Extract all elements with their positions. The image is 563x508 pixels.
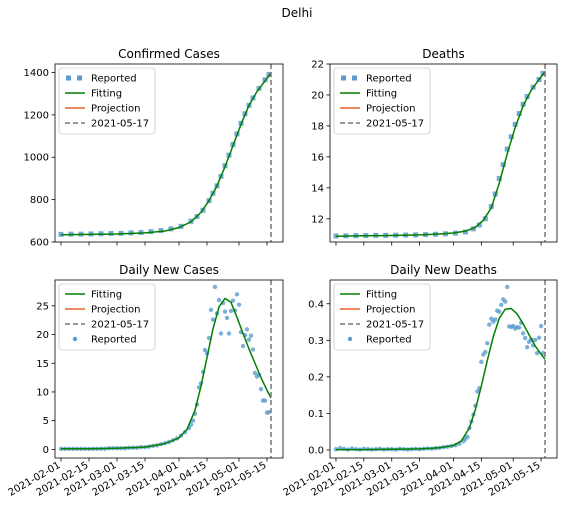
reported-point bbox=[263, 398, 267, 402]
reported-point bbox=[537, 336, 541, 340]
reported-point bbox=[245, 327, 249, 331]
reported-point bbox=[235, 292, 239, 296]
reported-point bbox=[479, 360, 483, 364]
reported-point bbox=[247, 338, 251, 342]
y-tick-label: 800 bbox=[30, 195, 49, 206]
reported-point bbox=[219, 331, 223, 335]
reported-point bbox=[213, 285, 217, 289]
reported-point bbox=[217, 298, 221, 302]
y-tick-label: 0.3 bbox=[308, 336, 324, 347]
y-tick-label: 15 bbox=[36, 359, 49, 370]
y-tick-label: 0.2 bbox=[308, 372, 324, 383]
reported-point bbox=[525, 345, 529, 349]
reported-point bbox=[227, 331, 231, 335]
legend-label: Fitting bbox=[366, 290, 397, 301]
reported-point bbox=[505, 285, 509, 289]
legend-label: 2021-05-17 bbox=[91, 119, 149, 130]
reported-point bbox=[499, 303, 503, 307]
y-tick-label: 1200 bbox=[24, 110, 49, 121]
y-tick-label: 12 bbox=[311, 214, 324, 225]
reported-point bbox=[465, 435, 469, 439]
reported-point bbox=[209, 308, 213, 312]
y-tick-label: 0.0 bbox=[308, 445, 324, 456]
reported-point bbox=[521, 331, 525, 335]
legend: Fitting Projection 2021-05-17 Reported bbox=[334, 284, 430, 350]
legend-marker-reported bbox=[348, 337, 352, 341]
legend-marker-reported bbox=[352, 76, 357, 81]
y-tick-label: 20 bbox=[311, 90, 324, 101]
reported-point bbox=[241, 344, 245, 348]
reported-point bbox=[251, 347, 255, 351]
y-tick-label: 20 bbox=[36, 330, 49, 341]
legend-marker-reported bbox=[73, 337, 77, 341]
reported-point bbox=[503, 299, 507, 303]
reported-point bbox=[487, 322, 491, 326]
legend-marker-reported bbox=[341, 76, 346, 81]
reported-point bbox=[223, 309, 227, 313]
legend-marker-reported bbox=[66, 76, 71, 81]
reported-point bbox=[485, 341, 489, 345]
legend-marker-reported bbox=[77, 76, 82, 81]
y-tick-label: 0.1 bbox=[308, 409, 324, 420]
reported-point bbox=[483, 350, 487, 354]
legend: Fitting Projection 2021-05-17 Reported bbox=[59, 284, 155, 350]
reported-point bbox=[249, 333, 253, 337]
y-tick-label: 1000 bbox=[24, 153, 49, 164]
reported-point bbox=[229, 309, 233, 313]
legend-label: 2021-05-17 bbox=[366, 320, 424, 331]
reported-point bbox=[493, 317, 497, 321]
legend-label: Projection bbox=[91, 104, 140, 115]
legend-label: Projection bbox=[91, 305, 140, 316]
legend-label: Reported bbox=[366, 74, 412, 85]
legend-label: Reported bbox=[91, 74, 137, 85]
legend-label: 2021-05-17 bbox=[366, 119, 424, 130]
legend-label: Projection bbox=[366, 104, 415, 115]
panel-title: Daily New Cases bbox=[119, 263, 219, 277]
y-tick-label: 25 bbox=[36, 301, 49, 312]
y-tick-label: 0 bbox=[43, 445, 49, 456]
panel-title: Daily New Deaths bbox=[390, 263, 497, 277]
y-tick-label: 16 bbox=[311, 152, 324, 163]
reported-point bbox=[259, 387, 263, 391]
figure-suptitle: Delhi bbox=[282, 6, 313, 20]
legend-label: Reported bbox=[91, 335, 137, 346]
y-tick-label: 600 bbox=[30, 238, 49, 249]
legend-label: Projection bbox=[366, 305, 415, 316]
legend-label: 2021-05-17 bbox=[91, 320, 149, 331]
legend-label: Fitting bbox=[91, 290, 122, 301]
y-tick-label: 0.4 bbox=[308, 299, 324, 310]
legend: Reported Fitting Projection 2021-05-17 bbox=[334, 68, 430, 134]
legend-label: Reported bbox=[366, 335, 412, 346]
y-tick-label: 1400 bbox=[24, 68, 49, 79]
reported-point bbox=[517, 325, 521, 329]
legend-label: Fitting bbox=[366, 89, 397, 100]
reported-point bbox=[237, 302, 241, 306]
reported-point bbox=[539, 324, 543, 328]
reported-point bbox=[523, 336, 527, 340]
panel-title: Confirmed Cases bbox=[118, 47, 220, 61]
y-tick-label: 22 bbox=[311, 60, 324, 71]
reported-point bbox=[225, 316, 229, 320]
y-tick-label: 10 bbox=[36, 387, 49, 398]
y-tick-label: 5 bbox=[43, 416, 49, 427]
legend-label: Fitting bbox=[91, 89, 122, 100]
panel-title: Deaths bbox=[422, 47, 465, 61]
legend: Reported Fitting Projection 2021-05-17 bbox=[59, 68, 155, 134]
y-tick-label: 14 bbox=[311, 183, 324, 194]
y-tick-label: 18 bbox=[311, 121, 324, 132]
reported-point bbox=[497, 310, 501, 314]
